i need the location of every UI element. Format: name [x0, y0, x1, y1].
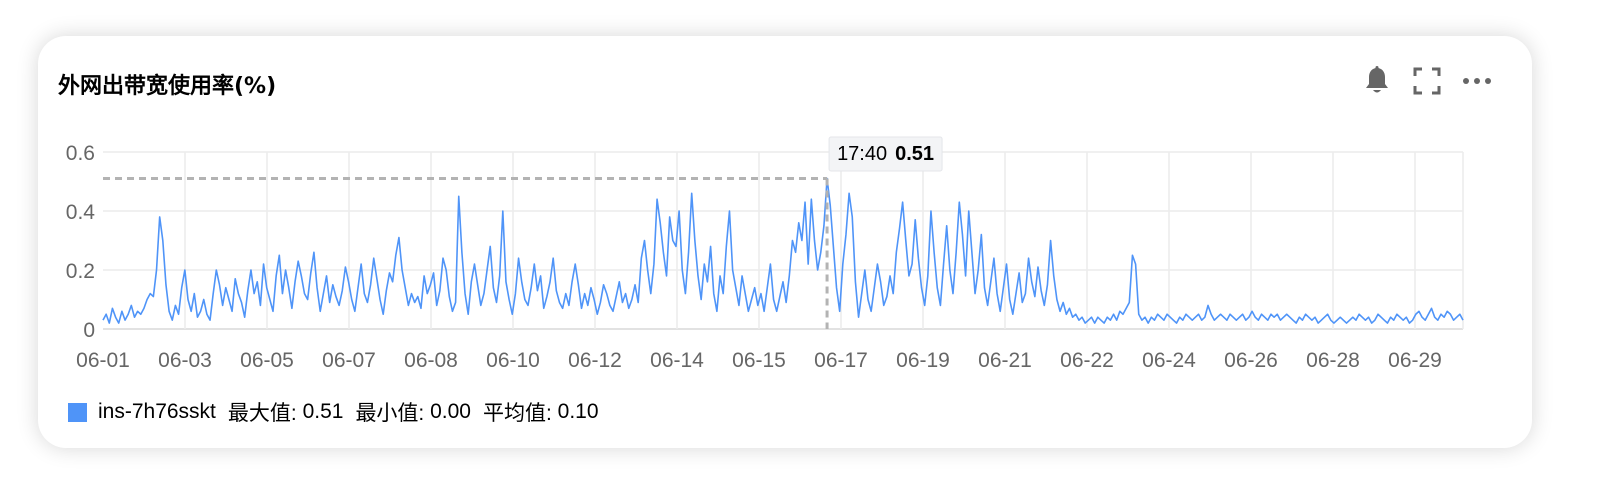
- x-tick-label: 06-26: [1224, 349, 1278, 372]
- y-tick-label: 0: [83, 319, 95, 342]
- x-tick-label: 06-24: [1142, 349, 1196, 372]
- more-icon[interactable]: [1460, 64, 1494, 98]
- x-tick-label: 06-10: [486, 349, 540, 372]
- chart-grid: [103, 151, 1464, 330]
- x-tick-label: 06-12: [568, 349, 622, 372]
- x-tick-label: 06-17: [814, 349, 868, 372]
- fullscreen-icon[interactable]: [1410, 64, 1444, 98]
- legend-series-name[interactable]: ins-7h76sskt: [98, 400, 216, 423]
- legend-max-value: 0.51: [302, 400, 344, 423]
- tooltip-text: 17:40 0.51: [837, 143, 934, 165]
- legend-avg-label: 平均值:: [482, 402, 558, 425]
- legend-avg-value: 0.10: [557, 400, 599, 423]
- tooltip-time: 17:40: [837, 143, 887, 165]
- chart-title: 外网出带宽使用率(%): [58, 74, 277, 99]
- x-tick-label: 06-15: [732, 349, 786, 372]
- x-tick-label: 06-28: [1306, 349, 1360, 372]
- tooltip: 17:40 0.51: [828, 136, 943, 172]
- legend-swatch[interactable]: [68, 402, 87, 422]
- x-tick-label: 06-29: [1388, 349, 1442, 372]
- x-tick-label: 06-19: [896, 349, 950, 372]
- legend-min-value: 0.00: [430, 400, 471, 423]
- x-tick-label: 06-01: [76, 349, 130, 372]
- y-tick-label: 0.4: [66, 201, 96, 224]
- y-tick-label: 0.2: [66, 260, 95, 283]
- y-axis-ticks: 0 0.2 0.4 0.6: [66, 142, 96, 342]
- chart-card: [38, 36, 1532, 448]
- legend-max-label: 最大值:: [227, 402, 303, 425]
- x-tick-label: 06-08: [404, 349, 458, 372]
- bell-icon[interactable]: [1360, 64, 1394, 98]
- x-tick-label: 06-21: [978, 349, 1032, 372]
- x-tick-label: 06-07: [322, 349, 376, 372]
- x-tick-label: 06-03: [158, 349, 212, 372]
- tooltip-crosshair: [103, 177, 829, 329]
- x-tick-label: 06-05: [240, 349, 294, 372]
- tooltip-box: [828, 136, 943, 172]
- chart-legend: ins-7h76sskt 最大值: 0.51 最小值: 0.00 平均值: 0.…: [68, 396, 611, 428]
- series-line: [102, 177, 1464, 324]
- x-tick-label: 06-22: [1060, 349, 1114, 372]
- y-tick-label: 0.6: [66, 142, 95, 165]
- legend-min-label: 最小值:: [355, 402, 431, 425]
- x-tick-label: 06-14: [650, 349, 704, 372]
- x-axis-ticks: 06-01 06-03 06-05 06-07 06-08 06-10 06-12 06-14…: [76, 349, 1442, 372]
- tooltip-value: 0.51: [895, 143, 934, 165]
- series-group: [102, 177, 1464, 324]
